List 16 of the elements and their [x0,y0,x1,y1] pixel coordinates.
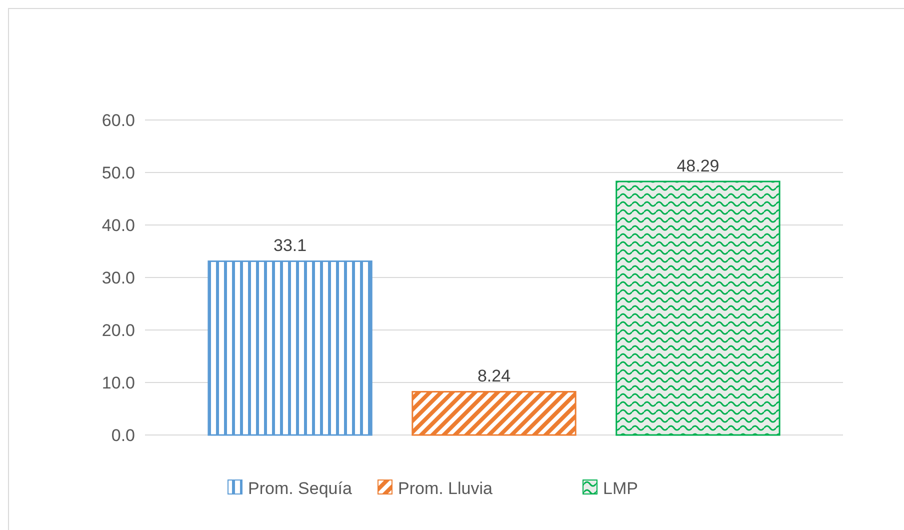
legend-label: LMP [603,478,638,498]
data-label: 8.24 [477,366,511,386]
y-tick-label: 10.0 [102,373,135,392]
legend-label: Prom. Sequía [248,478,352,498]
data-label: 33.1 [273,236,307,256]
y-tick-label: 30.0 [102,268,135,288]
y-tick-label: 60.0 [102,110,135,130]
y-tick-label: 40.0 [102,216,135,235]
y-tick-label: 0.0 [111,426,135,445]
bar [616,180,780,436]
y-tick-label: 50.0 [102,163,135,182]
data-label: 48.29 [676,156,720,176]
legend-label: Prom. Lluvia [398,478,494,498]
bar [412,390,576,436]
y-tick-label: 20.0 [102,320,135,340]
bar [208,260,372,436]
